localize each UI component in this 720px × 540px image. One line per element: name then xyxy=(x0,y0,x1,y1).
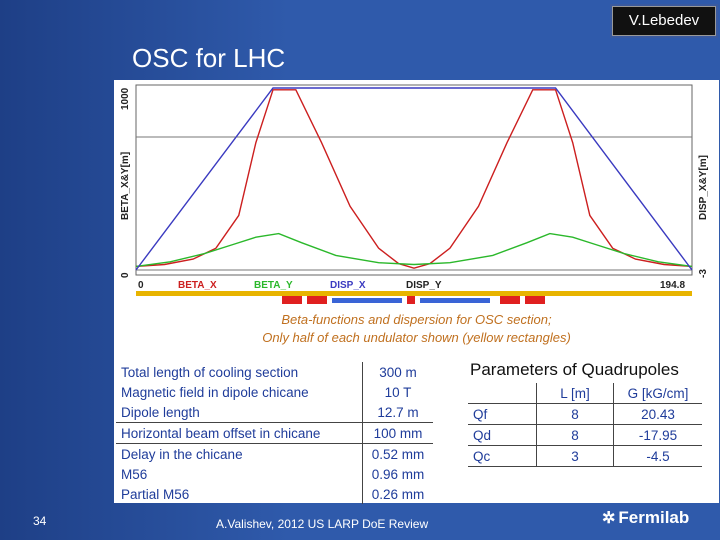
plot-area xyxy=(135,84,693,276)
parameters-table: Total length of cooling section 300 m Mag… xyxy=(116,362,433,504)
series-layer xyxy=(135,87,693,271)
table-row: Qd 8 -17.95 xyxy=(468,424,702,446)
param-label: Magnetic field in dipole chicane xyxy=(121,384,309,400)
legend-disp-x: DISP_X xyxy=(330,280,366,291)
param-label: Delay in the chicane xyxy=(121,446,243,462)
param-label: M56 xyxy=(121,466,148,482)
ring-blue-block xyxy=(420,298,490,303)
legend-beta-y: BETA_Y xyxy=(254,280,293,291)
ring-blue-block xyxy=(332,298,402,303)
quad-length: 3 xyxy=(536,445,614,467)
table-row: Delay in the chicane 0.52 mm xyxy=(116,443,433,464)
table-header-row: L [m] G [kG/cm] xyxy=(468,383,702,404)
y-tick-right-bottom: -3 xyxy=(698,269,709,278)
table-row: Qf 8 20.43 xyxy=(468,403,702,425)
param-value: 0.96 mm xyxy=(362,464,433,484)
slide-title: OSC for LHC xyxy=(132,43,286,73)
y-tick-left-top: 1000 xyxy=(120,87,131,110)
quad-name: Qf xyxy=(468,403,537,425)
ylabel-left: BETA_X&Y[m] xyxy=(120,152,131,220)
quad-table-title: Parameters of Quadrupoles xyxy=(470,360,679,379)
ring-red-block xyxy=(282,296,302,304)
header-cell: G [kG/cm] xyxy=(627,385,689,401)
y-tick-left-bottom: 0 xyxy=(120,272,131,278)
ring-red-block xyxy=(500,296,520,304)
table-row: Partial M56 0.26 mm xyxy=(116,484,433,504)
quad-length: 8 xyxy=(536,424,614,446)
quad-gradient: -17.95 xyxy=(613,424,702,446)
quad-name: Qc xyxy=(468,445,537,467)
fermilab-logo: ✲ Fermilab xyxy=(602,508,689,528)
series-disp-x xyxy=(135,87,693,271)
header-cell xyxy=(468,383,537,404)
table-row: M56 0.96 mm xyxy=(116,464,433,484)
quad-length: 8 xyxy=(536,403,614,425)
table-row: Horizontal beam offset in chicane 100 mm xyxy=(116,422,433,444)
param-value: 12.7 m xyxy=(362,402,433,423)
x-tick-end: 194.8 xyxy=(660,280,685,291)
ring-red-block xyxy=(307,296,327,304)
param-value: 300 m xyxy=(362,362,433,382)
legend-beta-x: BETA_X xyxy=(178,280,217,291)
quad-name: Qd xyxy=(468,424,537,446)
table-row: Magnetic field in dipole chicane 10 T xyxy=(116,382,433,402)
param-label: Partial M56 xyxy=(121,486,190,502)
param-value: 10 T xyxy=(362,382,433,402)
ylabel-right: DISP_X&Y[m] xyxy=(698,155,709,220)
param-label: Total length of cooling section xyxy=(121,364,299,380)
header-cell: L [m] xyxy=(536,383,614,404)
series-beta-x xyxy=(135,89,693,269)
lattice-plot: BETA_X&Y[m] DISP_X&Y[m] 1000 0 -3 0 194.… xyxy=(120,84,709,304)
table-row: Qc 3 -4.5 xyxy=(468,445,702,467)
footer-text: A.Valishev, 2012 US LARP DoE Review xyxy=(216,517,429,531)
param-value: 100 mm xyxy=(362,422,433,444)
ring-red-block xyxy=(525,296,545,304)
page-number: 34 xyxy=(33,514,47,528)
figure-panel: BETA_X&Y[m] DISP_X&Y[m] 1000 0 -3 0 194.… xyxy=(114,80,719,504)
quad-gradient: 20.43 xyxy=(613,403,702,425)
caption-line-2: Only half of each undulator shown (yello… xyxy=(262,330,571,345)
table-row: Total length of cooling section 300 m xyxy=(116,362,433,382)
param-label: Horizontal beam offset in chicane xyxy=(116,422,363,444)
table-row: Dipole length 12.7 m xyxy=(116,402,433,423)
fermilab-icon: ✲ xyxy=(602,510,616,527)
param-value: 0.52 mm xyxy=(362,443,433,464)
ring-yellow-bar xyxy=(136,291,692,296)
param-label: Dipole length xyxy=(121,404,200,420)
author-badge: V.Lebedev xyxy=(612,6,716,36)
x-tick-start: 0 xyxy=(138,280,144,291)
legend-disp-y: DISP_Y xyxy=(406,280,442,291)
quad-gradient: -4.5 xyxy=(613,445,702,467)
series-beta-y xyxy=(135,232,693,268)
param-value: 0.26 mm xyxy=(362,484,433,504)
quadrupole-table: L [m] G [kG/cm] Qf 8 20.43 Qd 8 -17.95 Q… xyxy=(468,383,702,467)
caption-line-1: Beta-functions and dispersion for OSC se… xyxy=(281,312,552,327)
fermilab-logo-text: Fermilab xyxy=(618,508,690,527)
ring-red-block xyxy=(407,296,415,304)
